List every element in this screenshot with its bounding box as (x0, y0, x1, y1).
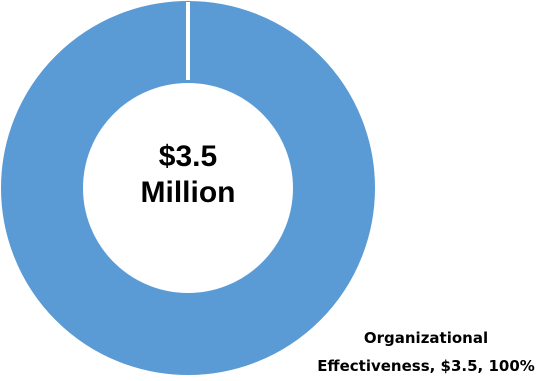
center-label-unit: Million (141, 176, 236, 209)
data-label-line-1: Organizational (364, 329, 488, 347)
center-label-amount: $3.5 (159, 140, 217, 173)
data-label-line-2: Effectiveness, $3.5, 100% (317, 357, 535, 375)
